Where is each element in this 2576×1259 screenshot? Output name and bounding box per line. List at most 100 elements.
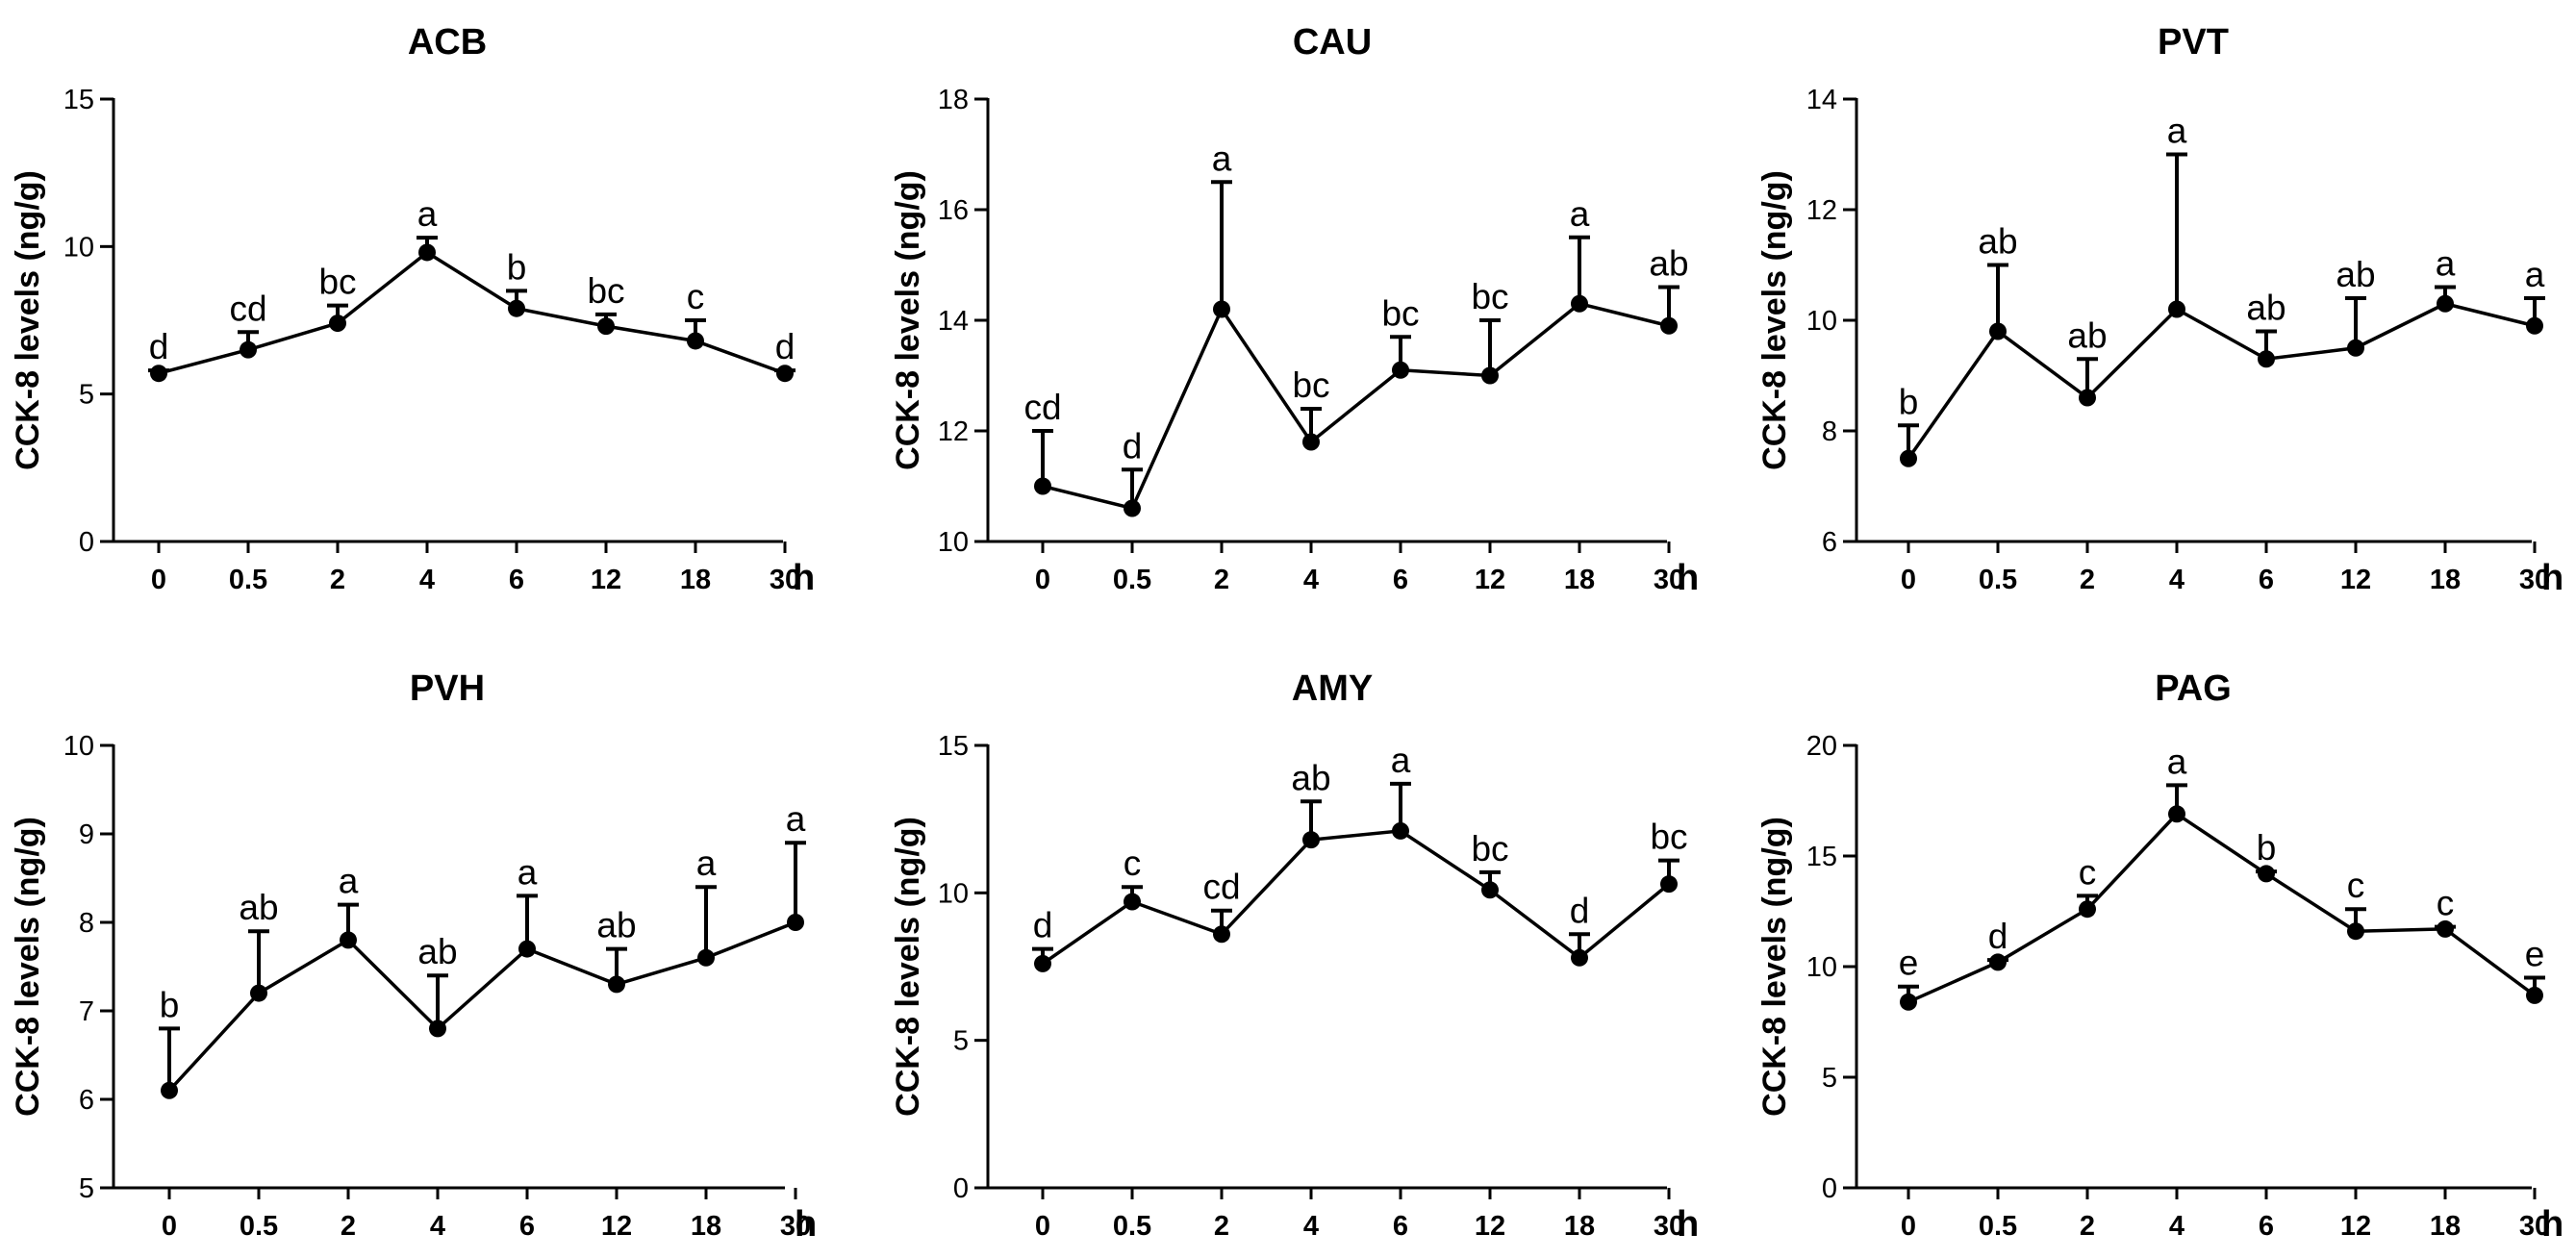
data-point [1989, 953, 2007, 971]
significance-letter: a [2525, 255, 2545, 294]
y-axis-label: CCK-8 levels (ng/g) [10, 170, 46, 470]
y-tick-label: 10 [1806, 306, 1837, 337]
x-axis-unit: h [795, 1204, 817, 1245]
x-axis-unit: h [1677, 558, 1699, 598]
y-tick-label: 8 [1822, 416, 1837, 447]
data-point [1660, 875, 1678, 894]
x-tick-label: 18 [680, 565, 711, 595]
significance-letter: c [2079, 852, 2097, 892]
significance-letter: cd [1023, 388, 1061, 427]
x-tick-label: 0 [151, 565, 166, 595]
x-tick-label: 18 [1564, 565, 1595, 595]
x-tick-label: 2 [1214, 565, 1229, 595]
significance-letter: a [518, 852, 538, 892]
significance-letter: a [696, 844, 717, 883]
y-tick-label: 6 [79, 1085, 94, 1116]
x-tick-label: 30 [2519, 565, 2550, 595]
data-point [150, 365, 167, 383]
y-tick-label: 0 [953, 1173, 969, 1204]
significance-letter: ab [596, 906, 636, 945]
x-tick-label: 30 [1654, 565, 1684, 595]
x-tick-label: 2 [341, 1211, 356, 1242]
data-point [1571, 294, 1588, 313]
x-tick-label: 12 [591, 565, 621, 595]
data-point [1660, 316, 1678, 335]
y-axis-label: CCK-8 levels (ng/g) [1756, 170, 1793, 470]
y-tick-label: 6 [1822, 527, 1837, 558]
panel-pag: PAG CCK-8 levels (ng/g) 0 5 10 15 20 0 0.5 2 4 6 12 1… [1756, 668, 2563, 1245]
x-axis-unit: h [793, 558, 815, 598]
significance-letter: e [1899, 944, 1919, 983]
data-point [250, 984, 267, 1002]
panel-pvt: PVT CCK-8 levels (ng/g) 6 8 10 12 14 0 0.5 2 4 6 12 1… [1756, 22, 2563, 598]
y-axis-label: CCK-8 levels (ng/g) [890, 170, 926, 470]
x-tick-label: 6 [1393, 1211, 1408, 1242]
x-tick-label: 6 [1393, 565, 1408, 595]
significance-letter: d [1123, 426, 1143, 466]
x-tick-label: 30 [1654, 1211, 1684, 1242]
y-tick-label: 8 [79, 908, 94, 939]
y-tick-label: 15 [938, 731, 969, 762]
significance-letter: d [1033, 906, 1053, 945]
x-tick-label: 2 [2080, 565, 2095, 595]
x-tick-label: 0.5 [240, 1211, 278, 1242]
series-line [158, 250, 786, 375]
y-tick-label: 0 [1822, 1173, 1837, 1204]
x-tick-label: 18 [691, 1211, 721, 1242]
data-point [1392, 361, 1409, 379]
x-tick-label: 30 [780, 1211, 811, 1242]
y-tick-label: 5 [953, 1026, 969, 1057]
data-point [787, 914, 804, 931]
data-point [2168, 300, 2185, 318]
significance-letter: ab [2067, 315, 2107, 355]
significance-letter: c [2347, 866, 2365, 905]
data-point [2437, 919, 2454, 938]
significance-letter: bc [1381, 293, 1419, 333]
y-tick-label: 18 [938, 85, 969, 115]
x-tick-label: 2 [1214, 1211, 1229, 1242]
x-tick-label: 18 [1564, 1211, 1595, 1242]
y-tick-label: 15 [63, 85, 94, 115]
x-tick-label: 4 [1303, 1211, 1319, 1242]
data-point [687, 332, 704, 350]
data-point [608, 975, 625, 994]
panel-amy: AMY CCK-8 levels (ng/g) 0 5 10 15 0 0.5 2 4 6 12 18 3… [890, 668, 1699, 1245]
y-tick-label: 12 [1806, 195, 1837, 226]
y-tick-label: 15 [1806, 842, 1837, 872]
x-axis-unit: h [2541, 558, 2563, 598]
significance-letter: ab [417, 932, 457, 971]
data-point [2079, 900, 2096, 919]
x-tick-label: 0 [162, 1211, 177, 1242]
series-line [1042, 829, 1671, 966]
data-point [2347, 922, 2364, 941]
data-point [1124, 893, 1141, 911]
x-axis-unit: h [2541, 1204, 2563, 1245]
data-point [418, 243, 436, 262]
y-tick-label: 0 [79, 527, 94, 558]
significance-letter: ab [1978, 222, 2017, 262]
significance-letter: a [1391, 741, 1411, 780]
significance-letter: a [2167, 112, 2187, 151]
data-point [2526, 986, 2543, 1004]
data-point [1989, 322, 2007, 340]
data-point [240, 340, 257, 359]
y-axis-label: CCK-8 levels (ng/g) [10, 817, 46, 1117]
x-tick-label: 18 [2430, 1211, 2461, 1242]
significance-letter: bc [1650, 818, 1687, 857]
significance-letter: b [507, 247, 527, 287]
y-axis-label: CCK-8 levels (ng/g) [1756, 817, 1793, 1117]
significance-letter: cd [229, 289, 266, 328]
x-tick-label: 0 [1901, 565, 1916, 595]
y-tick-label: 10 [1806, 952, 1837, 983]
data-point [2258, 865, 2275, 883]
significance-letter: b [2257, 828, 2277, 868]
x-tick-label: 18 [2430, 565, 2461, 595]
x-tick-label: 6 [2259, 565, 2274, 595]
panel-title: PVT [2158, 22, 2229, 63]
y-tick-label: 16 [938, 195, 969, 226]
significance-letter: b [1899, 382, 1919, 421]
significance-letter: c [2437, 884, 2455, 923]
data-point [1124, 499, 1141, 517]
y-axis-label: CCK-8 levels (ng/g) [890, 817, 926, 1117]
